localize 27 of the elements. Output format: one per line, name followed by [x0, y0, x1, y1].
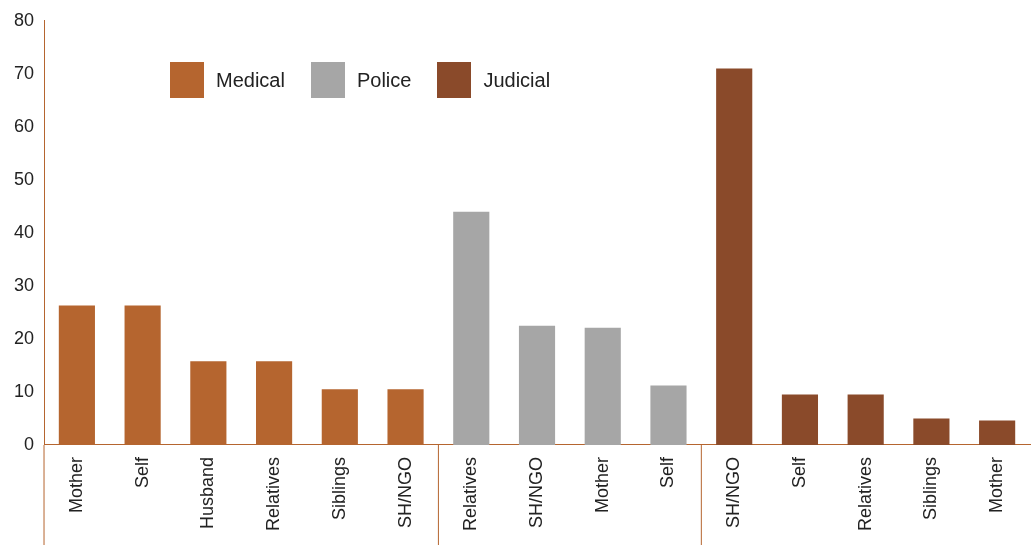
x-tick-label: Mother	[591, 456, 612, 513]
y-tick-label: 10	[13, 380, 35, 401]
y-tick-label: 70	[13, 62, 35, 83]
y-tick-label: 30	[13, 274, 35, 295]
y-tick-label: 0	[24, 433, 35, 454]
legend-label: Police	[356, 68, 412, 92]
y-tick-label: 40	[13, 221, 35, 242]
x-tick-label: Self	[657, 455, 678, 488]
x-tick-label: Relatives	[263, 456, 284, 531]
x-tick-label: Self	[131, 455, 152, 488]
x-tick-label: Mother	[65, 456, 86, 513]
x-tick-label: Relatives	[460, 456, 481, 531]
y-tick-label: 20	[13, 327, 35, 348]
y-tick-label: 50	[13, 168, 35, 189]
x-tick-label: Self	[788, 455, 809, 488]
x-tick-label: SH/NGO	[394, 456, 415, 528]
x-tick-label: SH/NGO	[525, 456, 546, 528]
x-tick-label: Husband	[197, 456, 218, 530]
y-tick-label: 80	[13, 9, 35, 30]
y-tick-label: 60	[13, 115, 35, 136]
x-tick-label: Siblings	[920, 456, 941, 521]
x-tick-label: Relatives	[854, 456, 875, 531]
x-tick-label: Siblings	[328, 456, 349, 521]
legend-label: Medical	[216, 68, 285, 92]
legend-label: Judicial	[483, 68, 551, 92]
x-tick-label: Mother	[986, 456, 1007, 513]
x-tick-label: SH/NGO	[723, 456, 744, 528]
